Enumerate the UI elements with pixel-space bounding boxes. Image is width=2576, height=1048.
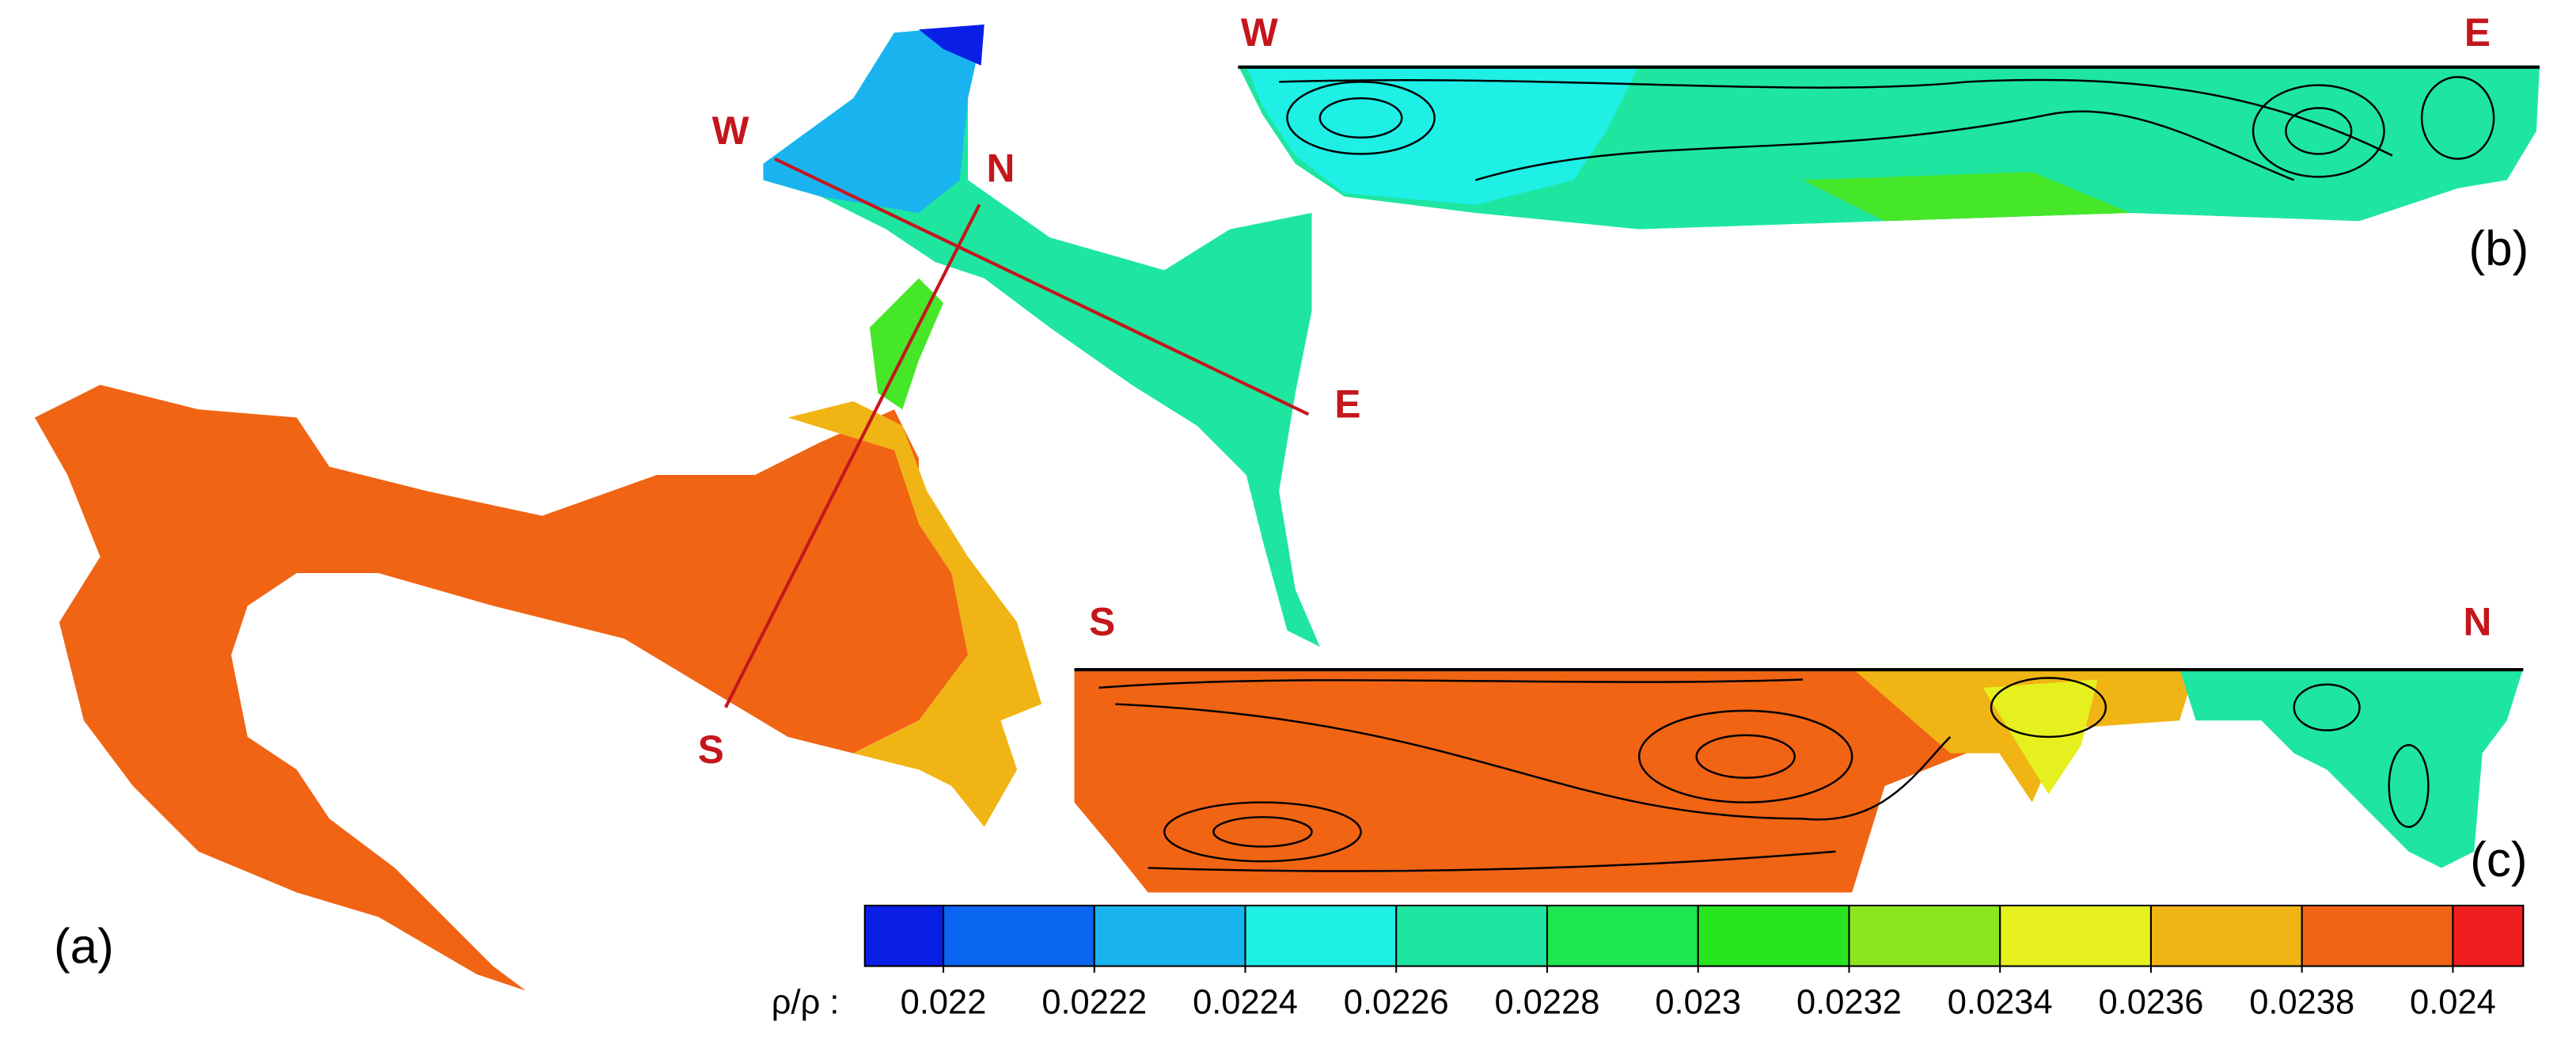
colorbar-tick-label: 0.0222	[1041, 984, 1147, 1022]
direction-label: E	[1334, 382, 1360, 427]
colorbar-tick-label: 0.0238	[2249, 984, 2354, 1022]
colorbar-segment	[1244, 904, 1398, 967]
section-c	[1074, 668, 2524, 893]
south-east-arm	[787, 401, 1042, 827]
streamline	[1286, 81, 1436, 155]
colorbar-tick-label: 0.023	[1655, 984, 1741, 1022]
colorbar-segment	[2301, 904, 2454, 967]
streamline	[1638, 709, 1853, 803]
streamline	[1279, 78, 2393, 181]
panel-label: (c)	[2470, 833, 2527, 887]
colorbar-tick-label: 0.0228	[1495, 984, 1600, 1022]
section-c-green	[2179, 668, 2524, 868]
streamline	[2388, 744, 2430, 828]
direction-label: N	[2464, 600, 2492, 644]
colorbar-segment	[863, 904, 945, 967]
colorbar-segment	[1546, 904, 1699, 967]
streamline	[1098, 678, 1952, 872]
colorbar-tick-label: 0.0226	[1344, 984, 1449, 1022]
streamline	[2252, 84, 2385, 178]
map-panel	[34, 25, 1320, 991]
direction-label: S	[1089, 600, 1115, 644]
streamline	[1212, 816, 1313, 848]
colorbar-tick-label: 0.0236	[2099, 984, 2204, 1022]
south-basin	[34, 385, 969, 991]
section-b	[1238, 65, 2540, 230]
direction-label: E	[2464, 10, 2491, 55]
direction-label: N	[987, 146, 1015, 191]
section-b-green	[1803, 172, 2130, 222]
streamline	[1990, 677, 2107, 739]
colorbar-tick-label: 0.0224	[1193, 984, 1298, 1022]
colorbar: 0.022 0.0222 0.0224 0.0226 0.0228 0.023 0.0232…	[863, 904, 2525, 1022]
colorbar-segment	[2149, 904, 2303, 967]
panel-label: (b)	[2468, 222, 2529, 276]
north-tip	[918, 25, 984, 66]
streamline	[1318, 97, 1403, 139]
colorbar-segment	[2452, 904, 2525, 967]
direction-label: W	[712, 108, 749, 153]
colorbar-segment	[942, 904, 1095, 967]
colorbar-tick-label: 0.0234	[1948, 984, 2053, 1022]
section-c-field	[1074, 668, 1967, 893]
colorbar-segment	[1848, 904, 2001, 967]
colorbar-segment	[1999, 904, 2152, 967]
streamline	[2285, 107, 2353, 155]
streamline	[2420, 75, 2495, 160]
colorbar-label: ρ/ρ :	[772, 984, 840, 1022]
direction-label: S	[698, 727, 724, 772]
panel-label: (a)	[54, 919, 114, 974]
streamline	[1695, 734, 1796, 779]
north-basin-deep	[763, 25, 984, 213]
colorbar-segment	[1093, 904, 1246, 967]
colorbar-segment	[1697, 904, 1850, 967]
colorbar-tick-label: 0.022	[901, 984, 987, 1022]
colorbar-tick-label: 0.024	[2410, 984, 2496, 1022]
direction-label: W	[1241, 10, 1278, 55]
section-line-we	[774, 157, 1310, 416]
colorbar-segment	[1395, 904, 1549, 967]
section-line-sn	[724, 203, 981, 708]
colorbar-tick-label: 0.0232	[1796, 984, 1902, 1022]
streamline	[1163, 801, 1362, 863]
streamline	[2293, 683, 2361, 731]
